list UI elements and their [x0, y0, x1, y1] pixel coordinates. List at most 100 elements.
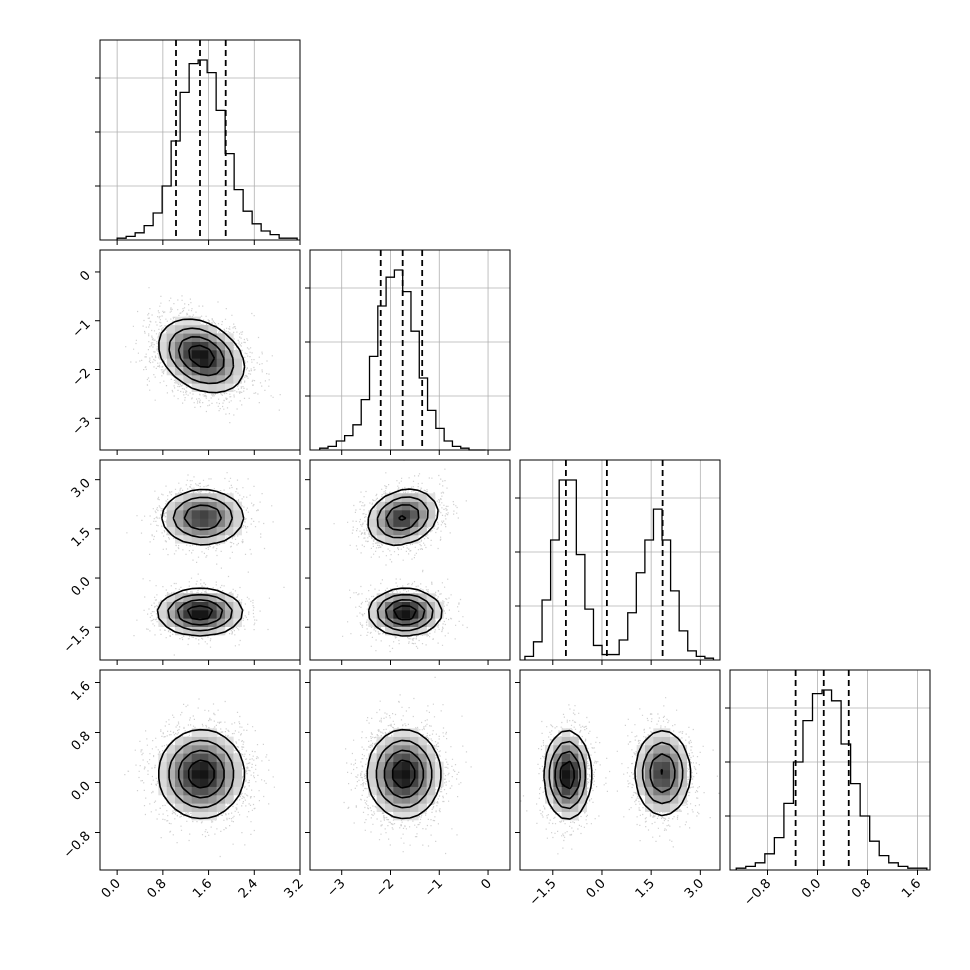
x-tick-label: −3	[324, 876, 348, 900]
x-tick-label: 0.8	[849, 876, 874, 901]
density-cell	[385, 761, 394, 771]
density-cell	[200, 518, 209, 527]
density-cell	[183, 316, 192, 326]
density-cell	[661, 753, 671, 762]
ticks-3-3: −0.8 0.0 0.8 1.6	[741, 870, 924, 909]
panel-frame-3-3	[729, 669, 931, 871]
density-cell	[401, 786, 411, 796]
density-cell	[393, 518, 402, 527]
density-cell	[426, 610, 436, 619]
density-cell	[393, 535, 402, 544]
density-cell	[661, 778, 671, 787]
contour-level-1	[375, 739, 433, 809]
density-cell	[670, 795, 679, 804]
density-cell	[183, 350, 192, 359]
density-cell	[678, 778, 687, 787]
density-cells	[158, 493, 242, 636]
contour-level-0	[366, 728, 442, 820]
density-cell	[208, 383, 217, 392]
density-cell	[368, 610, 377, 619]
contour-level-2	[383, 749, 425, 799]
density-cell	[385, 518, 394, 527]
density-cell	[376, 761, 386, 771]
density-cell	[158, 610, 167, 619]
density-cell	[225, 778, 234, 787]
density-cell	[208, 795, 217, 804]
density-cell	[183, 795, 192, 804]
y-tick-label: −0.8	[61, 829, 94, 862]
panel-frame-3-2	[519, 669, 721, 871]
density-cell	[653, 795, 662, 804]
density-cell	[570, 745, 579, 754]
density-cell	[191, 770, 201, 779]
x-tick-label: −1	[422, 876, 446, 900]
density-cell	[183, 501, 192, 511]
density-cell	[183, 601, 192, 611]
x-tick-label: 2.4	[236, 876, 261, 901]
density-cell	[653, 803, 662, 812]
density-cell	[561, 745, 571, 754]
density-cell	[166, 786, 176, 796]
density-cell	[166, 618, 176, 627]
density-cell	[183, 803, 192, 812]
histogram-3	[735, 689, 928, 870]
panel-1-0	[125, 287, 281, 424]
density-cell	[426, 510, 436, 519]
histogram-1	[319, 269, 486, 451]
density-cell	[208, 626, 217, 636]
density-cell	[410, 510, 419, 519]
density-cell	[653, 778, 662, 787]
density-cell	[385, 803, 394, 812]
density-cell	[166, 325, 176, 334]
density-cell	[225, 761, 234, 771]
density-cell	[376, 753, 386, 762]
density-cell	[385, 526, 394, 536]
density-cell	[208, 728, 217, 737]
x-tick-label: 1.6	[899, 876, 924, 901]
density-cell	[661, 745, 671, 754]
density-cell	[225, 350, 234, 359]
density-cell	[175, 325, 184, 334]
contour-level-1	[376, 496, 434, 632]
density-cell	[545, 745, 554, 754]
contours	[366, 728, 442, 820]
density-cell	[393, 510, 402, 519]
density-cell	[426, 501, 436, 511]
density-cell	[678, 786, 687, 796]
density-cell	[175, 593, 184, 602]
density-cell	[191, 728, 201, 737]
x-tick-label: 1.6	[190, 876, 215, 901]
y-tick-label: 0.0	[69, 779, 94, 804]
density-cell	[191, 526, 201, 536]
panel-frame-3-0	[99, 669, 301, 871]
density-cell	[385, 610, 394, 619]
density-cell	[200, 358, 209, 367]
density-cell	[636, 778, 646, 787]
x-tick-label: 0.0	[99, 876, 124, 901]
density-cell	[166, 593, 176, 602]
density-cell	[561, 761, 571, 771]
density-cell	[175, 601, 184, 611]
density-cell	[233, 518, 242, 527]
x-tick-label: −1.5	[527, 876, 560, 909]
density-cell	[401, 510, 411, 519]
density-cell	[216, 501, 226, 511]
density-cell	[183, 786, 192, 796]
density-cell	[216, 736, 226, 746]
y-tick-label: −1	[70, 317, 94, 341]
density-cell	[561, 770, 571, 779]
density-cell	[393, 728, 402, 737]
density-cell	[216, 745, 226, 754]
contour-level-3	[391, 759, 416, 789]
density-cell	[393, 493, 402, 502]
density-cell	[418, 526, 427, 536]
density-cell	[158, 761, 167, 771]
density-cell	[410, 501, 419, 511]
density-cell	[368, 778, 377, 787]
density-cell	[401, 518, 411, 527]
density-cell	[183, 493, 192, 502]
density-cell	[175, 493, 184, 502]
density-cell	[661, 803, 671, 812]
density-cell	[200, 535, 209, 544]
density-cell	[191, 778, 201, 787]
